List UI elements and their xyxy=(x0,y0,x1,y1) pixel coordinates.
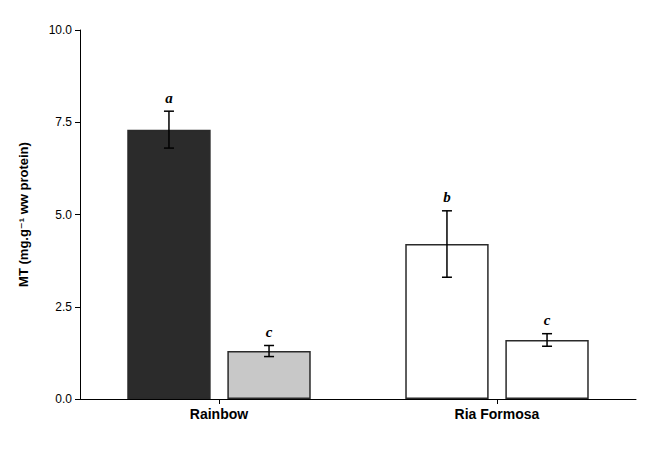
svg-text:0.0: 0.0 xyxy=(55,392,72,406)
svg-text:Rainbow: Rainbow xyxy=(190,406,248,422)
svg-text:a: a xyxy=(165,90,173,106)
svg-text:b: b xyxy=(443,189,451,205)
svg-text:5.0: 5.0 xyxy=(55,208,72,222)
svg-text:Ria Formosa: Ria Formosa xyxy=(455,406,540,422)
svg-text:2.5: 2.5 xyxy=(55,300,72,314)
svg-text:10.0: 10.0 xyxy=(49,23,73,37)
svg-text:MT (mg.g⁻¹ ww protein): MT (mg.g⁻¹ ww protein) xyxy=(16,142,31,287)
svg-text:c: c xyxy=(266,324,273,340)
svg-text:c: c xyxy=(544,312,551,328)
svg-text:7.5: 7.5 xyxy=(55,115,72,129)
